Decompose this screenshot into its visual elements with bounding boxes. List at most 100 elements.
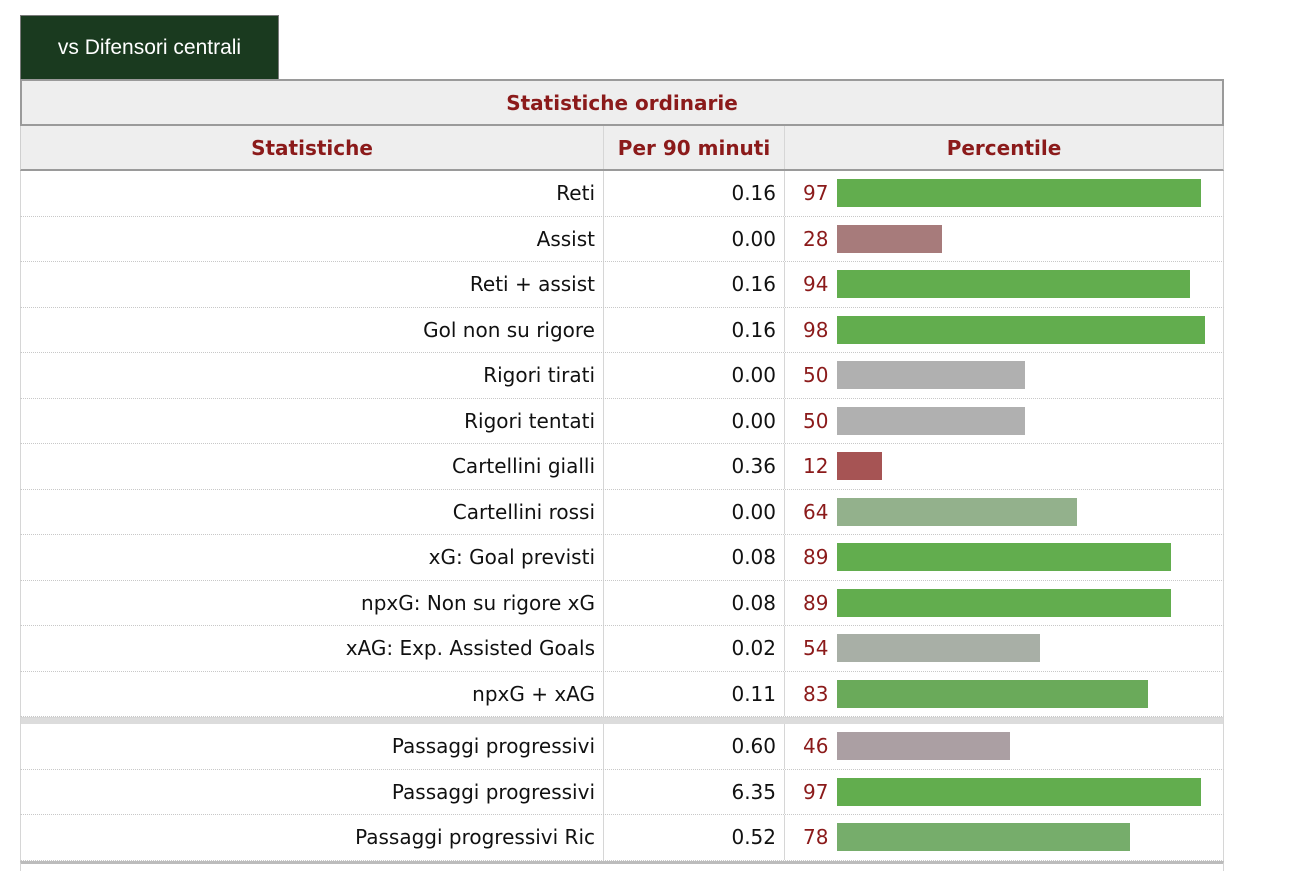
percentile-value: 89	[803, 545, 829, 570]
stat-label: xAG: Exp. Assisted Goals	[345, 636, 595, 661]
stat-label: Cartellini gialli	[451, 454, 595, 479]
percentile-bar	[837, 679, 1148, 708]
table-row: npxG: Non su rigore xG 0.08 89	[20, 580, 1224, 626]
percentile-bar	[837, 406, 1025, 435]
percentile-bar-track	[837, 823, 1212, 852]
percentile-value: 54	[803, 636, 829, 661]
table-row: xG: Goal previsti 0.08 89	[20, 535, 1224, 581]
percentile-value: 46	[803, 734, 829, 759]
per90-value: 0.02	[603, 626, 784, 671]
stat-label: xG: Goal previsti	[428, 545, 595, 570]
per90-value: 0.36	[603, 444, 784, 489]
percentile-cell: 97	[784, 171, 1223, 216]
percentile-bar-track	[837, 361, 1212, 390]
percentile-bar	[837, 179, 1201, 208]
percentile-cell: 97	[784, 769, 1223, 814]
column-header-stat[interactable]: Statistiche	[251, 135, 373, 160]
table-row: npxG + xAG 0.11 83	[20, 671, 1224, 717]
percentile-bar	[837, 634, 1040, 663]
table-row: Cartellini gialli 0.36 12	[20, 444, 1224, 490]
percentile-bar-track	[837, 588, 1212, 617]
per90-value: 0.52	[603, 815, 784, 860]
percentile-value: 98	[803, 317, 829, 342]
percentile-bar-track	[837, 452, 1212, 481]
tab-difensori-centrali[interactable]: vs Difensori centrali	[20, 15, 279, 79]
percentile-bar-track	[837, 732, 1212, 761]
per90-value: 0.16	[603, 307, 784, 352]
per90-value: 0.08	[603, 535, 784, 580]
stat-label: npxG + xAG	[472, 681, 595, 706]
per90-value: 0.60	[603, 724, 784, 769]
percentile-bar-track	[837, 179, 1212, 208]
stat-label: Passaggi progressivi Ric	[355, 825, 595, 850]
table-row: xAG: Exp. Assisted Goals 0.02 54	[20, 626, 1224, 672]
percentile-cell: 83	[784, 671, 1223, 716]
column-header-percentile[interactable]: Percentile	[784, 126, 1223, 169]
percentile-bar	[837, 452, 882, 481]
percentile-cell: 94	[784, 262, 1223, 307]
percentile-value: 50	[803, 408, 829, 433]
column-header-row: Statistiche Per 90 minuti Percentile	[20, 126, 1224, 171]
percentile-bar-track	[837, 777, 1212, 806]
percentile-bar-track	[837, 315, 1212, 344]
percentile-cell: 46	[784, 724, 1223, 769]
percentile-bar	[837, 823, 1130, 852]
table-row: Passaggi progressivi Ric 0.52 78	[20, 815, 1224, 861]
percentile-cell: 98	[784, 307, 1223, 352]
percentile-bar-track	[837, 497, 1212, 526]
percentile-value: 64	[803, 499, 829, 524]
percentile-bar	[837, 732, 1010, 761]
percentile-cell: 89	[784, 535, 1223, 580]
table-row: Reti 0.16 97	[20, 171, 1224, 217]
percentile-bar-track	[837, 270, 1212, 299]
per90-value: 0.00	[603, 353, 784, 398]
stat-label: Passaggi progressivi	[391, 779, 595, 804]
percentile-cell: 12	[784, 444, 1223, 489]
percentile-bar-track	[837, 679, 1212, 708]
percentile-bar	[837, 361, 1025, 390]
percentile-cell: 64	[784, 489, 1223, 534]
percentile-value: 94	[803, 272, 829, 297]
per90-value: 0.08	[603, 580, 784, 625]
stat-label: Reti	[556, 181, 595, 206]
percentile-bar	[837, 588, 1171, 617]
percentile-value: 97	[803, 181, 829, 206]
table-row: Passaggi progressivi 6.35 97	[20, 769, 1224, 815]
percentile-cell: 50	[784, 353, 1223, 398]
percentile-value: 83	[803, 681, 829, 706]
table-row: Gol non su rigore 0.16 98	[20, 307, 1224, 353]
percentile-bar	[837, 543, 1171, 572]
per90-value: 0.00	[603, 489, 784, 534]
percentile-value: 97	[803, 779, 829, 804]
percentile-bar	[837, 224, 942, 253]
percentile-cell: 78	[784, 815, 1223, 860]
column-header-per90[interactable]: Per 90 minuti	[603, 126, 784, 169]
table-row: Rigori tentati 0.00 50	[20, 398, 1224, 444]
percentile-value: 78	[803, 825, 829, 850]
per90-value: 0.16	[603, 171, 784, 216]
percentile-bar	[837, 497, 1077, 526]
percentile-bar	[837, 777, 1201, 806]
percentile-value: 28	[803, 226, 829, 251]
table-row: Cartellini rossi 0.00 64	[20, 489, 1224, 535]
percentile-cell: 28	[784, 216, 1223, 261]
percentile-value: 50	[803, 363, 829, 388]
table-bottom-border	[20, 860, 1224, 871]
percentile-value: 89	[803, 590, 829, 615]
stat-label: Gol non su rigore	[423, 317, 595, 342]
percentile-cell: 50	[784, 398, 1223, 443]
stat-label: Cartellini rossi	[452, 499, 595, 524]
percentile-bar-track	[837, 543, 1212, 572]
per90-value: 6.35	[603, 769, 784, 814]
table-row: Rigori tirati 0.00 50	[20, 353, 1224, 399]
stat-label: Passaggi progressivi	[391, 734, 595, 759]
percentile-cell: 54	[784, 626, 1223, 671]
stats-table: Statistiche ordinarie Statistiche Per 90…	[20, 79, 1224, 871]
table-row: Passaggi progressivi 0.60 46	[20, 724, 1224, 770]
stat-label: Rigori tirati	[483, 363, 595, 388]
table-body: Reti 0.16 97 Assist 0.00 28 Reti + assist 0.16 9…	[20, 171, 1224, 861]
per90-value: 0.16	[603, 262, 784, 307]
percentile-bar-track	[837, 224, 1212, 253]
per90-value: 0.00	[603, 398, 784, 443]
percentile-value: 12	[803, 454, 829, 479]
